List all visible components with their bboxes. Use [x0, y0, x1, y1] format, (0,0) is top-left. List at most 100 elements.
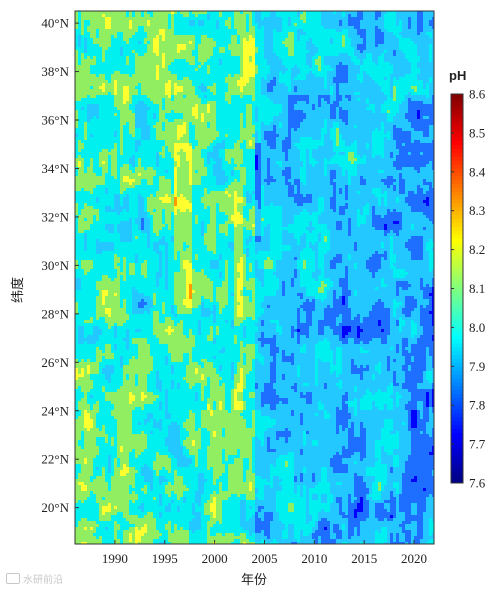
y-tick-label: 36°N [41, 113, 69, 128]
x-tick-label: 2010 [301, 551, 327, 566]
colorbar-segment [451, 226, 463, 230]
x-tick-label: 2015 [351, 551, 377, 566]
colorbar-segment [451, 180, 463, 184]
colorbar-segment [451, 456, 463, 460]
colorbar-tick-label: 8.1 [469, 281, 485, 296]
colorbar-segment [451, 187, 463, 191]
y-tick-label: 26°N [41, 355, 69, 370]
colorbar-segment [451, 199, 463, 203]
colorbar-segment [451, 464, 463, 468]
x-tick-label: 2020 [401, 551, 427, 566]
colorbar-segment [451, 292, 463, 296]
colorbar-segment [451, 355, 463, 359]
colorbar-segment [451, 444, 463, 448]
y-tick-label: 22°N [41, 452, 69, 467]
y-tick-label: 34°N [41, 161, 69, 176]
colorbar-segment [451, 370, 463, 374]
y-tick-label: 28°N [41, 306, 69, 321]
colorbar-segment [451, 172, 463, 176]
colorbar-segment [451, 98, 463, 102]
colorbar-segment [451, 195, 463, 199]
colorbar-segment [451, 417, 463, 421]
colorbar-segment [451, 394, 463, 398]
colorbar-segment [451, 94, 463, 98]
colorbar-segment [451, 137, 463, 141]
colorbar-tick-label: 8.4 [469, 164, 486, 179]
colorbar-segment [451, 304, 463, 308]
colorbar-segment [451, 113, 463, 117]
colorbar-segment [451, 218, 463, 222]
contour-field [75, 11, 435, 545]
x-tick-label: 1995 [152, 551, 178, 566]
colorbar-segment [451, 148, 463, 152]
colorbar-segment [451, 281, 463, 285]
colorbar-tick-label: 8.2 [469, 242, 485, 257]
colorbar-segment [451, 176, 463, 180]
colorbar-segment [451, 242, 463, 246]
colorbar-segment [451, 347, 463, 351]
colorbar-segment [451, 432, 463, 436]
colorbar-segment [451, 164, 463, 168]
x-tick-label: 1990 [102, 551, 128, 566]
colorbar-tick-label: 7.6 [469, 476, 486, 491]
colorbar-segment [451, 351, 463, 355]
colorbar-segment [451, 331, 463, 335]
y-axis-title: 纬度 [10, 277, 26, 303]
watermark: 水研前沿 [6, 571, 63, 586]
colorbar-segment [451, 409, 463, 413]
colorbar-segment [451, 471, 463, 475]
colorbar-segment [451, 343, 463, 347]
colorbar-tick-label: 8.6 [469, 87, 486, 102]
colorbar-segment [451, 300, 463, 304]
colorbar-segment [451, 117, 463, 121]
colorbar-segment [451, 312, 463, 316]
colorbar-segment [451, 156, 463, 160]
colorbar-segment [451, 475, 463, 479]
y-tick-label: 24°N [41, 403, 69, 418]
colorbar-segment [451, 273, 463, 277]
colorbar-segment [451, 467, 463, 471]
x-tick-label: 2000 [202, 551, 228, 566]
colorbar-segment [451, 211, 463, 215]
colorbar-segment [451, 110, 463, 114]
colorbar-segment [451, 257, 463, 261]
colorbar-segment [451, 191, 463, 195]
colorbar: 7.67.77.87.98.08.18.28.38.48.58.6 [451, 87, 486, 491]
colorbar-tick-label: 7.7 [469, 437, 486, 452]
colorbar-segment [451, 316, 463, 320]
colorbar-segment [451, 152, 463, 156]
colorbar-segment [451, 238, 463, 242]
colorbar-segment [451, 374, 463, 378]
colorbar-segment [451, 359, 463, 363]
colorbar-segment [451, 339, 463, 343]
colorbar-segment [451, 308, 463, 312]
colorbar-segment [451, 230, 463, 234]
y-tick-label: 40°N [41, 16, 69, 31]
colorbar-segment [451, 141, 463, 145]
colorbar-segment [451, 436, 463, 440]
colorbar-segment [451, 397, 463, 401]
colorbar-segment [451, 382, 463, 386]
colorbar-segment [451, 289, 463, 293]
colorbar-segment [451, 425, 463, 429]
colorbar-segment [451, 183, 463, 187]
colorbar-segment [451, 378, 463, 382]
colorbar-segment [451, 250, 463, 254]
colorbar-segment [451, 160, 463, 164]
colorbar-segment [451, 413, 463, 417]
colorbar-segment [451, 215, 463, 219]
colorbar-segment [451, 269, 463, 273]
colorbar-segment [451, 203, 463, 207]
colorbar-segment [451, 460, 463, 464]
colorbar-segment [451, 327, 463, 331]
colorbar-segment [451, 121, 463, 125]
colorbar-segment [451, 366, 463, 370]
colorbar-tick-label: 8.5 [469, 125, 485, 140]
colorbar-title: pH [449, 68, 466, 83]
colorbar-segment [451, 145, 463, 149]
y-tick-label: 38°N [41, 64, 69, 79]
y-tick-label: 30°N [41, 258, 69, 273]
colorbar-segment [451, 277, 463, 281]
watermark-text: 水研前沿 [23, 575, 63, 586]
